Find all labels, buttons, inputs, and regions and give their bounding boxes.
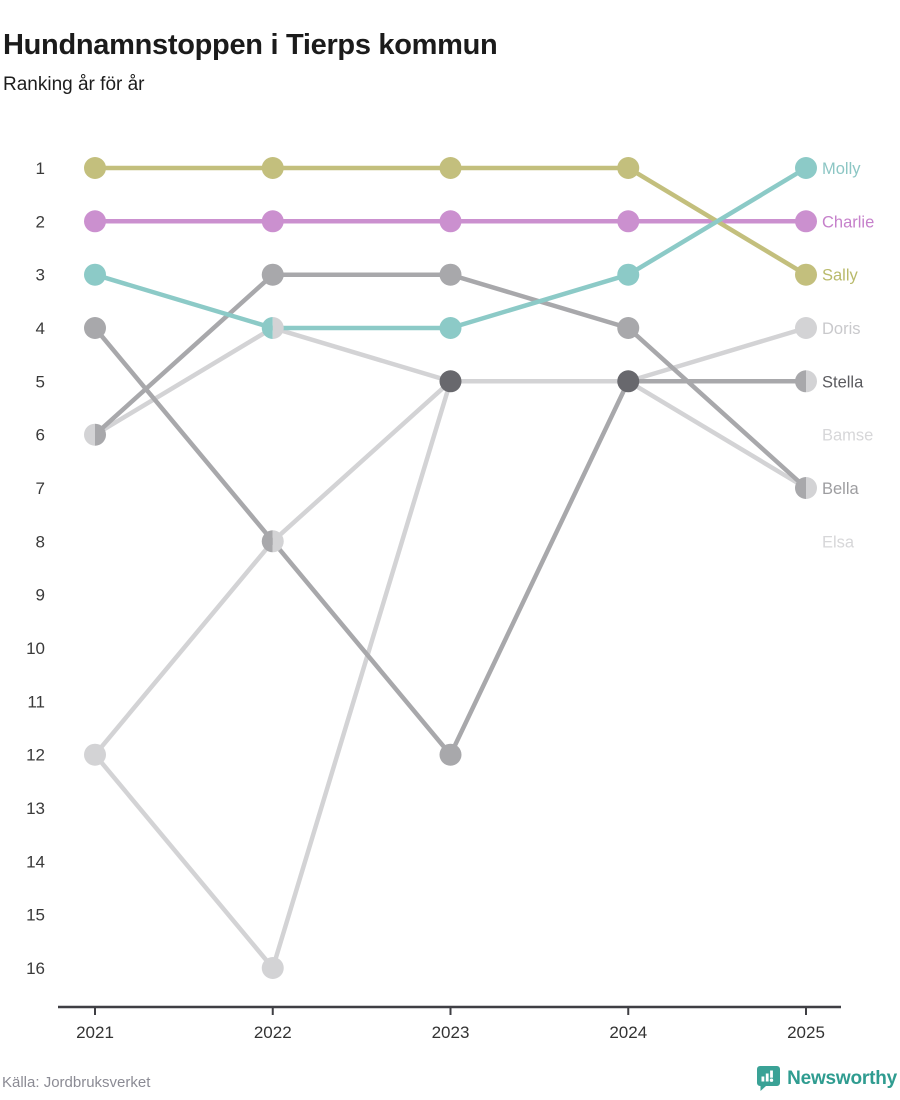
- series-label-molly: Molly: [822, 160, 861, 178]
- series-label-elsa: Elsa: [822, 533, 855, 551]
- y-axis-tick-label: 1: [36, 159, 45, 178]
- dot-2024-rank-5-tie: [617, 370, 640, 393]
- x-axis-label: 2025: [787, 1023, 825, 1042]
- y-axis-tick-label: 7: [36, 479, 45, 498]
- dot-2021-rank-2: [84, 210, 106, 233]
- y-axis-tick-label: 2: [36, 212, 45, 231]
- y-axis-tick-label: 9: [36, 586, 45, 605]
- dot-2024-rank-1: [617, 157, 640, 179]
- series-label-bamse: Bamse: [822, 427, 873, 445]
- x-axis-label: 2023: [432, 1023, 470, 1042]
- x-axis-label: 2021: [76, 1023, 114, 1042]
- dot-2021-rank-6-left: [84, 423, 95, 446]
- y-axis-tick-label: 4: [36, 319, 45, 338]
- y-axis-tick-label: 5: [36, 372, 45, 391]
- y-axis-tick-label: 14: [26, 852, 45, 871]
- series-label-bella: Bella: [822, 480, 860, 498]
- y-axis-tick-label: 12: [26, 746, 45, 765]
- dot-2022-rank-16: [261, 957, 284, 979]
- dot-2022-rank-4-left: [261, 317, 273, 339]
- y-axis-tick-label: 13: [26, 799, 45, 818]
- dot-2021-rank-1: [84, 157, 106, 179]
- y-axis-tick-label: 3: [36, 266, 45, 285]
- dot-2021-rank-12-right: [95, 743, 106, 766]
- dot-2025-rank-1: [795, 157, 817, 179]
- dot-2023-rank-4: [439, 317, 462, 339]
- dot-2022-rank-1: [261, 157, 284, 179]
- dot-2022-rank-4-right: [272, 317, 284, 339]
- series-line-bamse: [93, 379, 806, 973]
- series-line-molly: [94, 166, 808, 331]
- chart-title: Hundnamnstoppen i Tierps kommun: [3, 29, 498, 62]
- newsworthy-logo[interactable]: Newsworthy: [757, 1066, 897, 1091]
- dot-2025-rank-7-left: [795, 477, 806, 499]
- y-axis-tick-label: 10: [26, 639, 45, 658]
- x-axis-label: 2024: [609, 1023, 647, 1042]
- y-axis-tick-label: 8: [36, 532, 45, 551]
- dot-2025-rank-3: [795, 263, 817, 286]
- newsworthy-wordmark: Newsworthy: [787, 1067, 897, 1089]
- dot-2021-rank-4: [84, 317, 106, 339]
- dot-2022-rank-2: [261, 210, 284, 233]
- x-axis-label: 2022: [254, 1023, 292, 1042]
- dot-2024-rank-2: [617, 210, 640, 233]
- dot-2025-rank-4: [795, 317, 817, 339]
- y-axis-tick-label: 6: [36, 426, 45, 445]
- source-note: Källa: Jordbruksverket: [2, 1074, 151, 1091]
- newsworthy-icon: [757, 1066, 781, 1091]
- series-line-elsa: [93, 379, 808, 757]
- dot-2021-rank-3: [84, 263, 106, 286]
- dot-2022-rank-8-right: [272, 530, 284, 553]
- y-axis-tick-label: 11: [27, 692, 45, 711]
- dot-2025-rank-5-right: [806, 370, 817, 393]
- y-axis-tick-label: 15: [26, 906, 45, 925]
- dot-2022-rank-3: [261, 263, 284, 286]
- y-axis-tick-label: 16: [26, 959, 45, 978]
- series-label-charlie: Charlie: [822, 213, 874, 231]
- series-label-sally: Sally: [822, 267, 859, 285]
- dot-2023-rank-12: [439, 743, 462, 766]
- series-label-stella: Stella: [822, 373, 864, 391]
- dot-2024-rank-4: [617, 317, 640, 339]
- chart-subtitle: Ranking år för år: [3, 74, 145, 95]
- dot-2022-rank-8-left: [261, 530, 273, 553]
- dot-2025-rank-2: [795, 210, 817, 233]
- dot-2021-rank-6-right: [95, 423, 106, 446]
- series-label-doris: Doris: [822, 320, 861, 338]
- dot-2023-rank-2: [439, 210, 462, 233]
- dot-2023-rank-5-tie: [439, 370, 462, 393]
- dot-2023-rank-3: [439, 263, 462, 286]
- dot-2021-rank-12-left: [84, 743, 95, 766]
- dot-2025-rank-7-right: [806, 477, 817, 499]
- dot-2025-rank-5-left: [795, 370, 806, 393]
- dot-2024-rank-3: [617, 263, 640, 286]
- dot-2023-rank-1: [439, 157, 462, 179]
